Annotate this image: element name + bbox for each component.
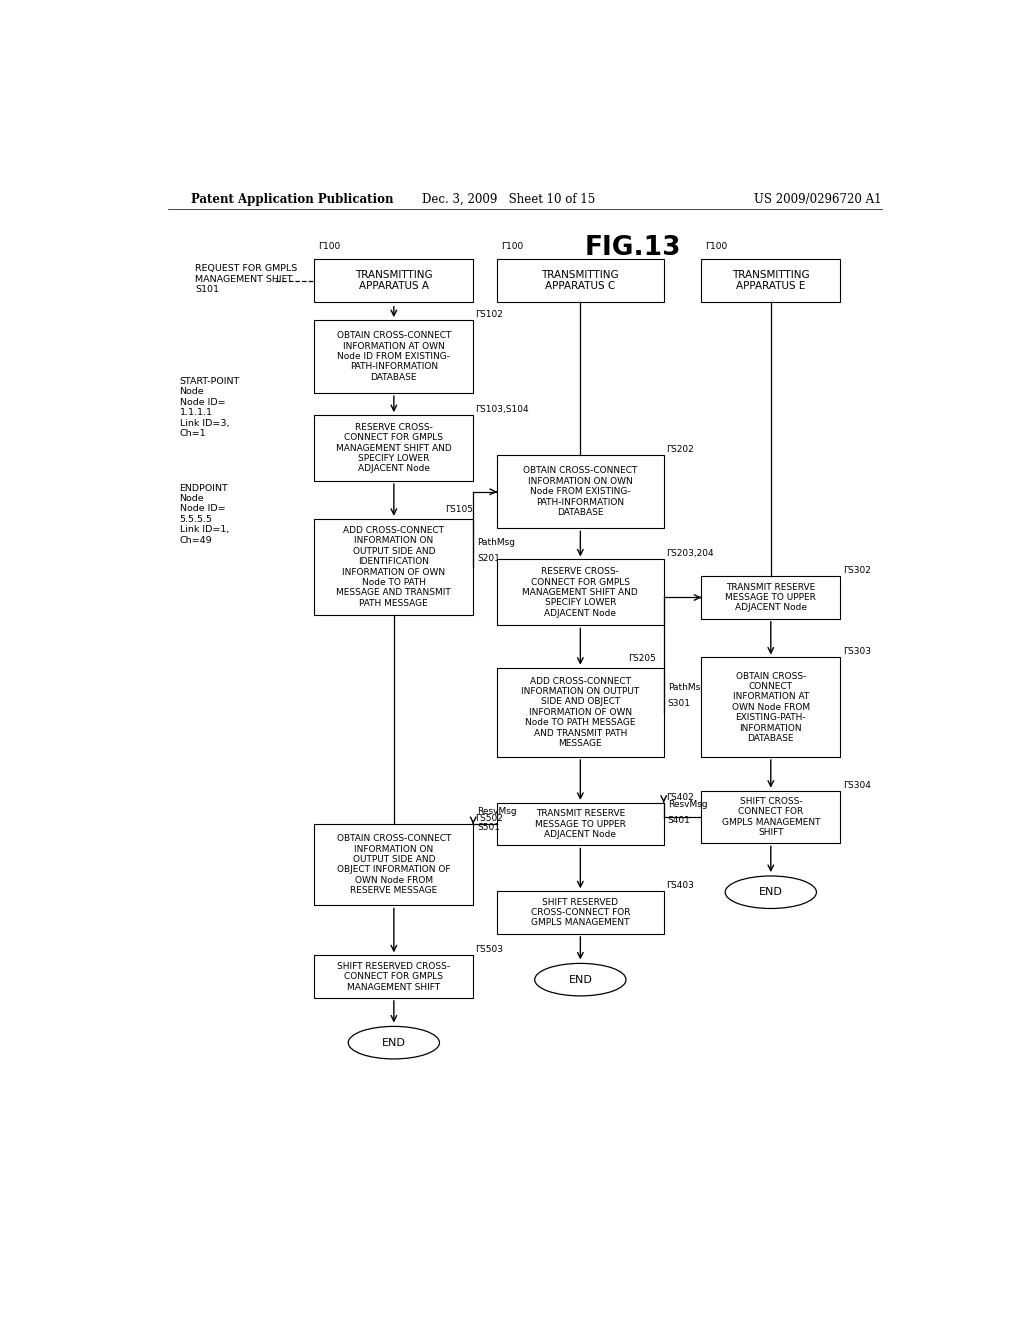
Text: OBTAIN CROSS-CONNECT
INFORMATION ON
OUTPUT SIDE AND
OBJECT INFORMATION OF
OWN No: OBTAIN CROSS-CONNECT INFORMATION ON OUTP… — [337, 834, 451, 895]
Text: FIG.13: FIG.13 — [585, 235, 681, 261]
Text: S401: S401 — [668, 816, 690, 825]
Text: ADD CROSS-CONNECT
INFORMATION ON OUTPUT
SIDE AND OBJECT
INFORMATION OF OWN
Node : ADD CROSS-CONNECT INFORMATION ON OUTPUT … — [521, 677, 639, 748]
Text: OBTAIN CROSS-CONNECT
INFORMATION AT OWN
Node ID FROM EXISTING-
PATH-INFORMATION
: OBTAIN CROSS-CONNECT INFORMATION AT OWN … — [337, 331, 451, 381]
Text: START-POINT
Node
Node ID=
1.1.1.1
Link ID=3,
Ch=1: START-POINT Node Node ID= 1.1.1.1 Link I… — [179, 378, 240, 438]
Text: PathMsg: PathMsg — [477, 537, 515, 546]
Text: ΓS304: ΓS304 — [843, 780, 870, 789]
Text: ENDPOINT
Node
Node ID=
5.5.5.5
Link ID=1,
Ch=49: ENDPOINT Node Node ID= 5.5.5.5 Link ID=1… — [179, 483, 229, 545]
Text: S501: S501 — [477, 824, 500, 832]
Text: ΓS403: ΓS403 — [666, 882, 694, 890]
Text: END: END — [382, 1038, 406, 1048]
Text: END: END — [759, 887, 782, 898]
Text: RESERVE CROSS-
CONNECT FOR GMPLS
MANAGEMENT SHIFT AND
SPECIFY LOWER
ADJACENT Nod: RESERVE CROSS- CONNECT FOR GMPLS MANAGEM… — [336, 422, 452, 474]
Text: ΓS205: ΓS205 — [628, 653, 655, 663]
Text: ADD CROSS-CONNECT
INFORMATION ON
OUTPUT SIDE AND
IDENTIFICATION
INFORMATION OF O: ADD CROSS-CONNECT INFORMATION ON OUTPUT … — [337, 527, 452, 609]
Text: ResvMsg: ResvMsg — [477, 807, 517, 816]
Text: PathMsg: PathMsg — [668, 682, 706, 692]
Text: ResvMsg: ResvMsg — [668, 800, 708, 809]
Text: TRANSMIT RESERVE
MESSAGE TO UPPER
ADJACENT Node: TRANSMIT RESERVE MESSAGE TO UPPER ADJACE… — [725, 582, 816, 612]
FancyBboxPatch shape — [497, 891, 664, 935]
Text: Γ100: Γ100 — [318, 242, 341, 251]
Text: SHIFT RESERVED
CROSS-CONNECT FOR
GMPLS MANAGEMENT: SHIFT RESERVED CROSS-CONNECT FOR GMPLS M… — [530, 898, 630, 928]
Text: ΓS303: ΓS303 — [843, 647, 870, 656]
FancyBboxPatch shape — [701, 657, 841, 758]
Text: ΓS102: ΓS102 — [475, 310, 504, 319]
FancyBboxPatch shape — [314, 956, 473, 998]
Text: SHIFT CROSS-
CONNECT FOR
GMPLS MANAGEMENT
SHIFT: SHIFT CROSS- CONNECT FOR GMPLS MANAGEMEN… — [722, 797, 820, 837]
FancyBboxPatch shape — [314, 414, 473, 480]
Text: REQUEST FOR GMPLS
MANAGEMENT SHIFT
S101: REQUEST FOR GMPLS MANAGEMENT SHIFT S101 — [196, 264, 298, 294]
FancyBboxPatch shape — [314, 824, 473, 906]
Text: TRANSMITTING
APPARATUS E: TRANSMITTING APPARATUS E — [732, 269, 810, 292]
FancyBboxPatch shape — [314, 519, 473, 615]
Text: Γ100: Γ100 — [706, 242, 728, 251]
Text: END: END — [568, 974, 592, 985]
FancyBboxPatch shape — [314, 319, 473, 393]
Text: ΓS103,S104: ΓS103,S104 — [475, 405, 529, 414]
Ellipse shape — [348, 1027, 439, 1059]
Text: S201: S201 — [477, 554, 500, 562]
Text: TRANSMITTING
APPARATUS A: TRANSMITTING APPARATUS A — [355, 269, 433, 292]
FancyBboxPatch shape — [497, 803, 664, 846]
Text: S301: S301 — [668, 700, 690, 708]
Text: Dec. 3, 2009   Sheet 10 of 15: Dec. 3, 2009 Sheet 10 of 15 — [422, 193, 596, 206]
FancyBboxPatch shape — [701, 259, 841, 302]
FancyBboxPatch shape — [497, 259, 664, 302]
Text: ΓS202: ΓS202 — [666, 445, 694, 454]
FancyBboxPatch shape — [314, 259, 473, 302]
Text: OBTAIN CROSS-
CONNECT
INFORMATION AT
OWN Node FROM
EXISTING-PATH-
INFORMATION
DA: OBTAIN CROSS- CONNECT INFORMATION AT OWN… — [732, 672, 810, 743]
Text: ΓS503: ΓS503 — [475, 945, 504, 954]
Text: ΓS105: ΓS105 — [445, 504, 473, 513]
Ellipse shape — [535, 964, 626, 995]
FancyBboxPatch shape — [701, 791, 841, 843]
Text: OBTAIN CROSS-CONNECT
INFORMATION ON OWN
Node FROM EXISTING-
PATH-INFORMATION
DAT: OBTAIN CROSS-CONNECT INFORMATION ON OWN … — [523, 466, 638, 517]
Ellipse shape — [725, 876, 816, 908]
Text: RESERVE CROSS-
CONNECT FOR GMPLS
MANAGEMENT SHIFT AND
SPECIFY LOWER
ADJACENT Nod: RESERVE CROSS- CONNECT FOR GMPLS MANAGEM… — [522, 568, 638, 618]
Text: US 2009/0296720 A1: US 2009/0296720 A1 — [755, 193, 882, 206]
FancyBboxPatch shape — [701, 576, 841, 619]
FancyBboxPatch shape — [497, 455, 664, 528]
Text: SHIFT RESERVED CROSS-
CONNECT FOR GMPLS
MANAGEMENT SHIFT: SHIFT RESERVED CROSS- CONNECT FOR GMPLS … — [337, 962, 451, 991]
Text: Patent Application Publication: Patent Application Publication — [191, 193, 394, 206]
FancyBboxPatch shape — [497, 560, 664, 626]
Text: ΓS402: ΓS402 — [666, 793, 694, 801]
Text: ΓS502: ΓS502 — [475, 814, 504, 824]
Text: ΓS203,204: ΓS203,204 — [666, 549, 714, 558]
FancyBboxPatch shape — [497, 668, 664, 758]
Text: TRANSMIT RESERVE
MESSAGE TO UPPER
ADJACENT Node: TRANSMIT RESERVE MESSAGE TO UPPER ADJACE… — [535, 809, 626, 840]
Text: TRANSMITTING
APPARATUS C: TRANSMITTING APPARATUS C — [542, 269, 620, 292]
Text: Γ100: Γ100 — [501, 242, 523, 251]
Text: ΓS302: ΓS302 — [843, 566, 870, 576]
